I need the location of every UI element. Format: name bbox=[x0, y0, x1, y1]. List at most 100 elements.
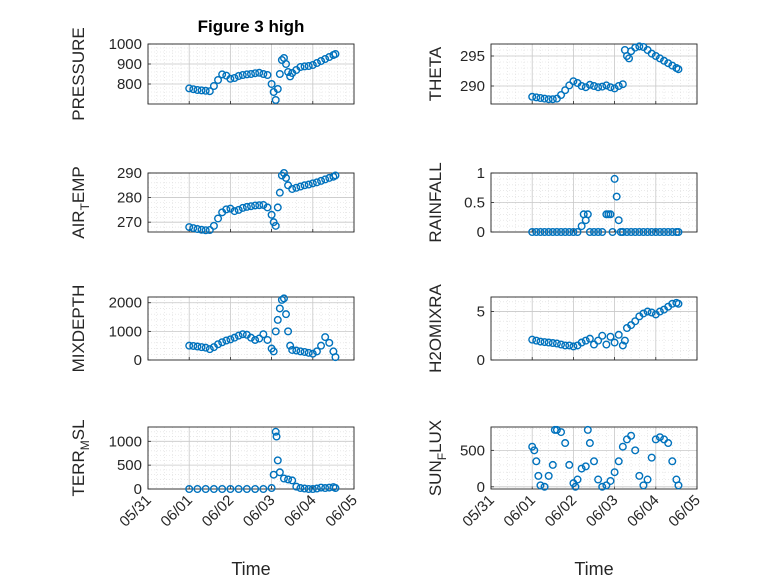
data-point bbox=[651, 227, 660, 236]
data-point bbox=[577, 464, 586, 473]
data-point bbox=[308, 61, 317, 70]
data-point bbox=[308, 179, 317, 188]
data-point bbox=[193, 85, 202, 94]
data-point bbox=[255, 68, 264, 77]
data-point bbox=[618, 80, 627, 89]
data-point bbox=[557, 340, 566, 349]
data-point bbox=[246, 333, 255, 342]
data-point bbox=[308, 349, 317, 358]
x-tick-label: 06/03 bbox=[240, 492, 279, 531]
data-point bbox=[259, 69, 268, 78]
data-point bbox=[214, 75, 223, 84]
y-axis-label: PRESSURE bbox=[69, 27, 88, 121]
data-point bbox=[185, 84, 194, 93]
data-point bbox=[548, 460, 557, 469]
data-point bbox=[565, 81, 574, 90]
axes-box bbox=[490, 296, 698, 361]
data-point bbox=[664, 439, 673, 448]
y-tick-label: 5 bbox=[477, 304, 485, 321]
data-point bbox=[583, 210, 592, 219]
data-point bbox=[561, 439, 570, 448]
data-point bbox=[569, 342, 578, 351]
data-point bbox=[251, 485, 260, 494]
data-point bbox=[230, 207, 239, 216]
data-point bbox=[317, 483, 326, 492]
data-point bbox=[639, 227, 648, 236]
data-point bbox=[263, 203, 272, 212]
data-point bbox=[664, 227, 673, 236]
data-point bbox=[197, 343, 206, 352]
data-point bbox=[622, 227, 631, 236]
data-point bbox=[279, 294, 288, 303]
data-point bbox=[300, 347, 309, 356]
data-point bbox=[259, 200, 268, 209]
data-point bbox=[279, 168, 288, 177]
plot-area bbox=[148, 427, 354, 489]
y-axis-label: H2OMIXRA bbox=[426, 283, 445, 372]
data-point bbox=[548, 95, 557, 104]
x-tick-label: 06/03 bbox=[583, 492, 622, 531]
data-point bbox=[548, 227, 557, 236]
data-point bbox=[209, 221, 218, 230]
data-point bbox=[664, 59, 673, 68]
data-point bbox=[614, 457, 623, 466]
data-point bbox=[242, 202, 251, 211]
data-point bbox=[655, 227, 664, 236]
data-point bbox=[655, 433, 664, 442]
y-tick-label: 0.5 bbox=[464, 195, 485, 212]
data-point bbox=[238, 203, 247, 212]
axes-box bbox=[490, 172, 698, 233]
data-point bbox=[557, 428, 566, 437]
data-point bbox=[312, 59, 321, 68]
data-point bbox=[540, 338, 549, 347]
y-tick-label: 270 bbox=[117, 214, 142, 231]
data-point bbox=[643, 307, 652, 316]
data-point bbox=[201, 86, 210, 95]
subplot-sun_flux: 0 500 SUNFLUX 05/31 06/01 06/02 06/03 06/04 06/0… bbox=[426, 420, 704, 531]
subplot-air_temp: 270 280 290 AIRTEMP bbox=[69, 165, 355, 239]
axes-box bbox=[147, 426, 355, 490]
data-point bbox=[234, 71, 243, 80]
data-point bbox=[581, 83, 590, 92]
data-point bbox=[528, 92, 537, 101]
subplot-h2omixra: 0 5 H2OMIXRA bbox=[426, 283, 698, 373]
data-point bbox=[292, 482, 301, 491]
data-point bbox=[304, 348, 313, 357]
axes-box bbox=[147, 296, 355, 361]
data-point bbox=[536, 227, 545, 236]
x-tick-label: 06/05 bbox=[665, 492, 704, 531]
data-point bbox=[561, 227, 570, 236]
data-point bbox=[528, 227, 537, 236]
data-point bbox=[614, 216, 623, 225]
subplot-theta: 290 295 THETA bbox=[426, 42, 698, 105]
data-point bbox=[573, 475, 582, 484]
data-point bbox=[569, 77, 578, 86]
data-point bbox=[585, 439, 594, 448]
data-point bbox=[201, 226, 210, 235]
data-point bbox=[267, 210, 276, 219]
data-point bbox=[647, 308, 656, 317]
data-point bbox=[594, 83, 603, 92]
data-point bbox=[647, 49, 656, 58]
x-tick-label: 06/04 bbox=[281, 492, 320, 531]
data-point bbox=[271, 221, 280, 230]
y-tick-label: 500 bbox=[117, 457, 142, 474]
data-point bbox=[304, 180, 313, 189]
data-point bbox=[255, 201, 264, 210]
data-point bbox=[674, 227, 683, 236]
data-point bbox=[275, 468, 284, 477]
data-point bbox=[273, 315, 282, 324]
data-point bbox=[622, 52, 631, 61]
data-point bbox=[614, 81, 623, 90]
data-point bbox=[251, 201, 260, 210]
data-point bbox=[288, 184, 297, 193]
data-point bbox=[565, 227, 574, 236]
data-point bbox=[317, 341, 326, 350]
y-tick-label: 280 bbox=[117, 190, 142, 207]
data-point bbox=[571, 482, 580, 491]
y-tick-label: 0 bbox=[477, 479, 485, 496]
data-point bbox=[222, 205, 231, 214]
data-point bbox=[292, 183, 301, 192]
data-point bbox=[234, 205, 243, 214]
